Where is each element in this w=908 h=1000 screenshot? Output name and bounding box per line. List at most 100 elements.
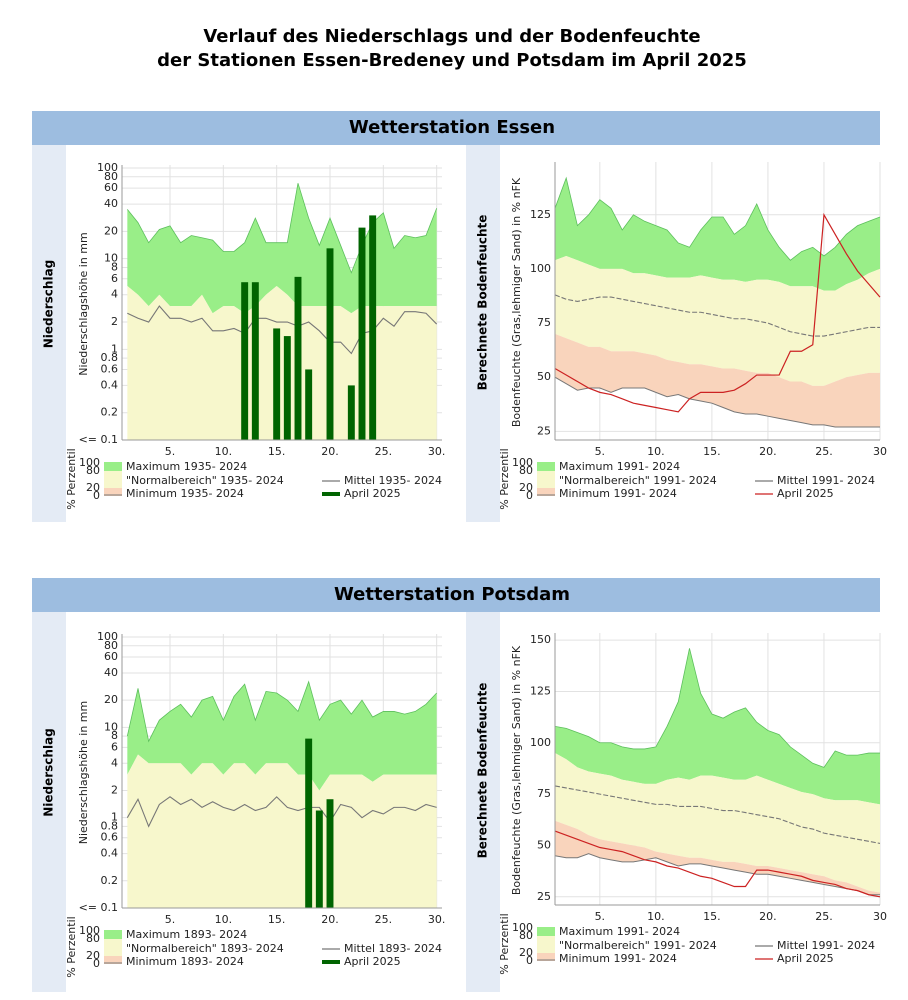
legend-swatch xyxy=(104,939,122,956)
legend-swatch xyxy=(537,953,555,961)
x-tick-label: 30 xyxy=(873,910,887,923)
y-tick-label: 4 xyxy=(111,756,118,769)
y-tick-label: 10 xyxy=(104,252,118,265)
legend-label: Mittel 1893- 2024 xyxy=(344,942,442,955)
legend-scale-label: % Perzentil xyxy=(65,448,78,509)
current-line xyxy=(554,212,881,413)
y-tick-label: 150 xyxy=(530,633,551,646)
y-tick-label: 25 xyxy=(537,890,551,903)
band-fill xyxy=(555,177,880,291)
legend-scale-tick: 0 xyxy=(526,954,533,967)
title-line: Verlauf des Niederschlags und der Bodenf… xyxy=(203,26,700,47)
mean-line xyxy=(554,785,881,844)
y-tick-label: <= 0.1 xyxy=(79,901,118,914)
y-tick-label: 60 xyxy=(104,181,118,194)
x-tick-label: 25. xyxy=(815,910,833,923)
bar xyxy=(358,227,366,440)
legend-label: April 2025 xyxy=(777,487,834,500)
bar xyxy=(283,336,291,440)
y-tick-label: 125 xyxy=(530,684,551,697)
legend-label: "Normalbereich" 1935- 2024 xyxy=(126,474,284,487)
y-axis-label: Bodenfeuchte (Gras,lehmiger Sand) in % n… xyxy=(510,177,523,427)
y-tick-label: 2 xyxy=(111,783,118,796)
legend-swatch xyxy=(537,462,555,471)
band-fill xyxy=(555,648,880,805)
band-fill xyxy=(555,333,880,428)
max-line xyxy=(126,680,437,743)
x-tick-label: 10. xyxy=(215,913,233,926)
mean-line xyxy=(127,305,438,355)
max-line xyxy=(554,176,881,261)
legend-label: "Normalbereich" 1893- 2024 xyxy=(126,942,284,955)
panel-label: Berechnete Bodenfeuchte xyxy=(476,215,490,391)
y-tick-label: 80 xyxy=(104,170,118,183)
y-tick-label: 25 xyxy=(537,424,551,437)
legend-label: April 2025 xyxy=(777,952,834,965)
legend-scale-tick: 80 xyxy=(86,464,100,477)
y-tick-label: 100 xyxy=(97,161,118,174)
min-line xyxy=(554,853,880,896)
legend-scale-label: % Perzentil xyxy=(498,448,511,509)
legend-swatch xyxy=(104,471,122,488)
legend-label: April 2025 xyxy=(344,955,401,968)
legend-swatch xyxy=(104,488,122,496)
side-strip xyxy=(32,612,66,992)
legend-swatch xyxy=(537,936,555,953)
legend-scale-tick: 0 xyxy=(93,957,100,970)
bar xyxy=(305,738,313,908)
x-tick-label: 5. xyxy=(165,913,176,926)
y-tick-label: 1 xyxy=(111,811,118,824)
section-title: Wetterstation Potsdam xyxy=(334,584,570,605)
legend-swatch xyxy=(104,930,122,939)
section-title: Wetterstation Essen xyxy=(349,117,555,138)
x-tick-label: 15. xyxy=(268,445,286,458)
y-tick-label: 6 xyxy=(111,740,118,753)
legend-scale-tick: 0 xyxy=(526,489,533,502)
legend-swatch xyxy=(104,956,122,964)
legend-label: Mittel 1991- 2024 xyxy=(777,939,875,952)
y-tick-label: 40 xyxy=(104,197,118,210)
bar xyxy=(326,799,334,908)
y-tick-label: 8 xyxy=(111,729,118,742)
x-tick-label: 10. xyxy=(215,445,233,458)
x-tick-label: 25. xyxy=(375,445,393,458)
legend-scale-label: % Perzentil xyxy=(498,913,511,974)
legend-label: April 2025 xyxy=(344,487,401,500)
bar xyxy=(251,282,259,440)
y-tick-label: 0.6 xyxy=(101,362,119,375)
x-tick-label: 10. xyxy=(647,910,665,923)
band-fill xyxy=(127,285,437,440)
panel-label: Berechnete Bodenfeuchte xyxy=(476,683,490,859)
legend-label: "Normalbereich" 1991- 2024 xyxy=(559,939,717,952)
legend-scale-tick: 20 xyxy=(519,481,533,494)
y-axis-label: Niederschlagshöhe in mm xyxy=(77,232,90,375)
y-tick-label: 100 xyxy=(97,630,118,643)
bar xyxy=(347,385,355,440)
x-tick-label: 20. xyxy=(759,445,777,458)
x-tick-label: 25. xyxy=(375,913,393,926)
y-tick-label: 80 xyxy=(104,639,118,652)
y-tick-label: 2 xyxy=(111,315,118,328)
x-tick-label: 15. xyxy=(268,913,286,926)
y-tick-label: 125 xyxy=(530,208,551,221)
y-tick-label: 0.6 xyxy=(101,831,119,844)
x-tick-label: 10. xyxy=(647,445,665,458)
x-tick-label: 5. xyxy=(165,445,176,458)
legend-label: Maximum 1935- 2024 xyxy=(126,460,247,473)
y-tick-label: 0.4 xyxy=(101,847,119,860)
legend-swatch xyxy=(537,471,555,488)
legend-scale-tick: 80 xyxy=(519,929,533,942)
x-tick-label: 30 xyxy=(873,445,887,458)
legend-label: Mittel 1935- 2024 xyxy=(344,474,442,487)
bar xyxy=(273,328,281,440)
max-line xyxy=(127,183,438,274)
y-axis-label: Niederschlagshöhe in mm xyxy=(77,701,90,844)
legend-scale-tick: 100 xyxy=(79,924,100,937)
y-tick-label: 0.4 xyxy=(101,378,119,391)
panel-label: Niederschlag xyxy=(42,260,56,349)
legend-scale-label: % Perzentil xyxy=(65,916,78,977)
title-line: der Stationen Essen-Bredeney und Potsdam… xyxy=(157,50,747,71)
x-tick-label: 30. xyxy=(428,913,446,926)
x-tick-label: 20. xyxy=(759,910,777,923)
